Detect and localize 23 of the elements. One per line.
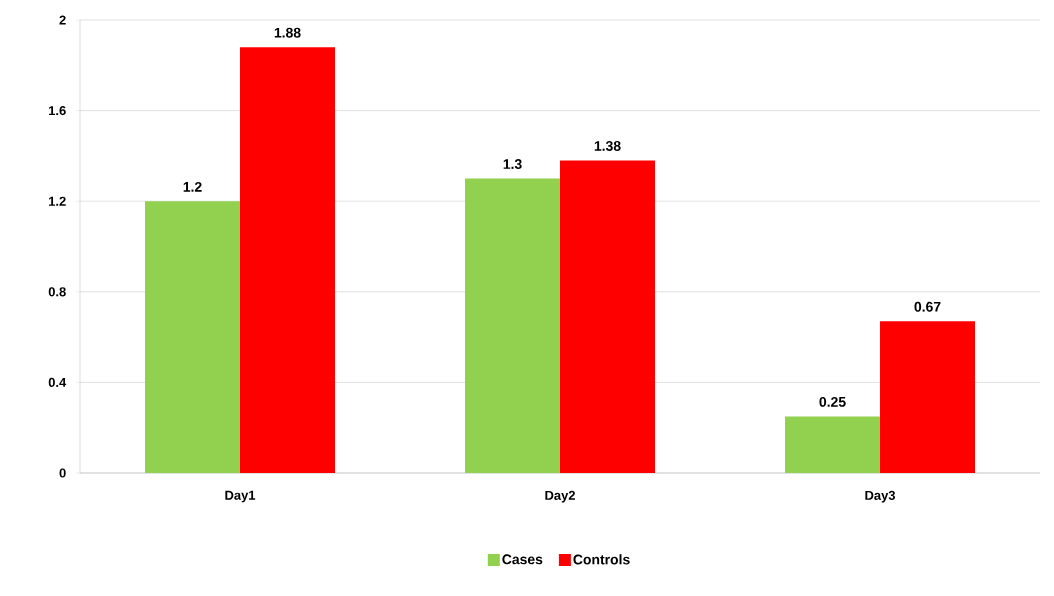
y-tick-label: 0.4 (48, 377, 67, 387)
x-tick-label: Day1 (225, 490, 256, 503)
y-tick-label: 1.2 (49, 196, 66, 206)
y-tick-label: 0 (59, 468, 66, 478)
data-label: 1.38 (594, 141, 621, 151)
y-tick-label: 2 (59, 15, 66, 25)
bar (560, 160, 656, 473)
legend-label: Controls (573, 554, 630, 565)
data-label: 1.88 (274, 27, 301, 38)
data-label: 0.25 (819, 396, 846, 407)
x-tick-label: Day3 (865, 490, 896, 503)
bar (145, 201, 240, 473)
data-label: 0.67 (914, 301, 941, 312)
data-label: 1.3 (503, 159, 522, 170)
x-tick-label: Day2 (545, 490, 575, 503)
legend-label: Cases (502, 554, 543, 565)
bar (240, 47, 335, 473)
y-tick-label: 0.8 (48, 287, 66, 297)
bar (785, 416, 881, 473)
y-tick-label: 1.6 (49, 106, 66, 116)
data-label: 1.2 (183, 181, 202, 192)
bar (880, 321, 976, 473)
bar (465, 178, 560, 473)
